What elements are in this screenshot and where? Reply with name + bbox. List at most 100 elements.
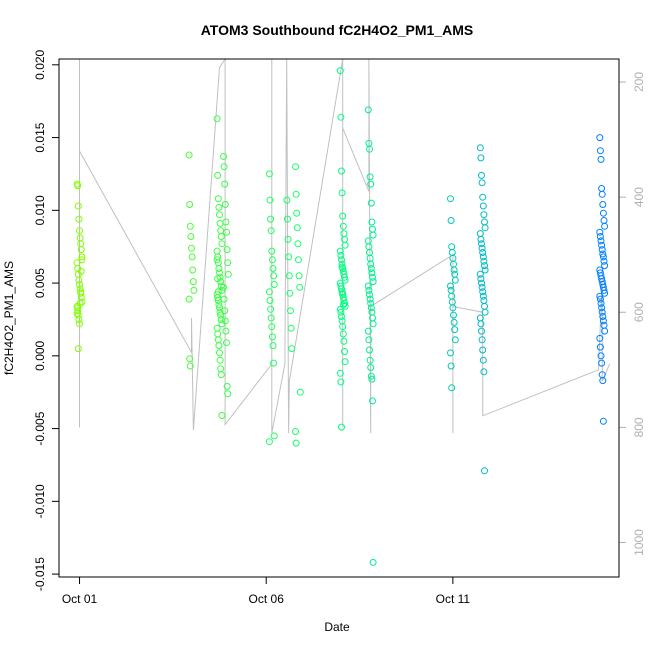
- data-point: [366, 145, 373, 153]
- data-point: [284, 235, 292, 243]
- data-point: [77, 288, 85, 296]
- data-point: [481, 467, 488, 475]
- data-point: [270, 359, 278, 367]
- data-point: [188, 244, 195, 252]
- data-point: [267, 227, 275, 235]
- data-point: [481, 308, 489, 316]
- data-point: [292, 163, 299, 171]
- data-point: [476, 144, 484, 152]
- data-point: [368, 269, 376, 277]
- data-point: [214, 171, 222, 179]
- data-point: [215, 203, 223, 211]
- data-point: [338, 263, 346, 271]
- data-point: [265, 438, 273, 446]
- data-point: [364, 282, 372, 290]
- data-point: [287, 307, 294, 315]
- data-point: [367, 260, 375, 268]
- data-point: [481, 266, 489, 274]
- data-point: [217, 316, 225, 323]
- data-point: [367, 304, 375, 312]
- y2-tick-label: 800: [632, 417, 646, 437]
- data-point: [214, 288, 222, 296]
- data-point: [478, 171, 485, 179]
- data-point: [293, 209, 301, 217]
- data-point: [336, 67, 344, 75]
- data-point: [287, 324, 295, 332]
- data-point: [479, 202, 487, 210]
- data-point: [221, 317, 229, 325]
- data-point: [338, 260, 346, 268]
- data-point: [479, 288, 487, 296]
- data-point: [221, 201, 229, 208]
- data-point: [285, 253, 293, 261]
- data-point: [188, 253, 196, 261]
- data-point: [270, 281, 278, 288]
- data-point: [74, 202, 82, 210]
- data-point: [78, 256, 86, 264]
- data-point: [476, 270, 484, 278]
- data-point: [478, 327, 485, 335]
- y-tick-label: 0.005: [33, 268, 47, 298]
- y-tick-label: -0.010: [33, 484, 47, 518]
- data-point: [296, 388, 304, 396]
- data-point: [218, 240, 226, 248]
- data-point: [216, 356, 224, 364]
- data-point: [76, 227, 83, 235]
- data-point: [451, 326, 459, 334]
- data-point: [215, 265, 223, 272]
- data-point: [478, 336, 486, 344]
- altitude-line: [79, 57, 611, 434]
- data-point: [367, 265, 375, 272]
- data-point: [477, 235, 485, 243]
- data-point: [338, 423, 345, 431]
- data-point: [480, 211, 488, 219]
- data-point: [366, 295, 374, 303]
- x-tick-label: Oct 01: [62, 592, 98, 606]
- data-point: [481, 262, 488, 270]
- data-point: [481, 224, 489, 232]
- data-point: [75, 215, 83, 223]
- plot-frame: [58, 58, 620, 578]
- data-point: [295, 256, 302, 264]
- data-point: [601, 262, 609, 270]
- data-point: [367, 180, 375, 188]
- data-point: [74, 182, 82, 190]
- data-point: [220, 283, 227, 291]
- data-points-layer: [73, 67, 609, 566]
- data-point: [222, 218, 230, 226]
- y2-tick-label: 200: [632, 72, 646, 92]
- data-point: [337, 251, 345, 259]
- x-tick-label: Oct 11: [436, 592, 471, 606]
- data-point: [599, 209, 607, 217]
- data-point: [596, 292, 604, 300]
- data-point: [186, 201, 194, 208]
- data-point: [74, 307, 82, 315]
- y-tick-label: -0.005: [33, 411, 47, 445]
- data-point: [596, 295, 604, 303]
- data-point: [216, 308, 224, 316]
- y-tick-label: 0.020: [33, 49, 47, 79]
- data-point: [477, 154, 485, 162]
- data-point: [268, 256, 276, 264]
- data-point: [337, 308, 345, 316]
- data-point: [220, 153, 227, 160]
- data-point: [599, 317, 607, 325]
- data-point: [76, 285, 84, 293]
- data-point: [451, 276, 459, 284]
- data-point: [292, 190, 300, 198]
- data-point: [224, 270, 232, 278]
- data-point: [339, 323, 347, 331]
- data-point: [477, 320, 485, 328]
- data-point: [339, 301, 347, 309]
- data-point: [222, 327, 230, 335]
- data-point: [74, 345, 82, 353]
- data-point: [599, 250, 607, 258]
- data-point: [450, 311, 457, 319]
- data-point: [367, 364, 375, 371]
- data-point: [269, 342, 277, 350]
- data-point: [268, 247, 276, 255]
- data-point: [449, 304, 457, 312]
- data-point: [266, 297, 274, 304]
- data-point: [479, 249, 487, 256]
- data-point: [266, 196, 274, 204]
